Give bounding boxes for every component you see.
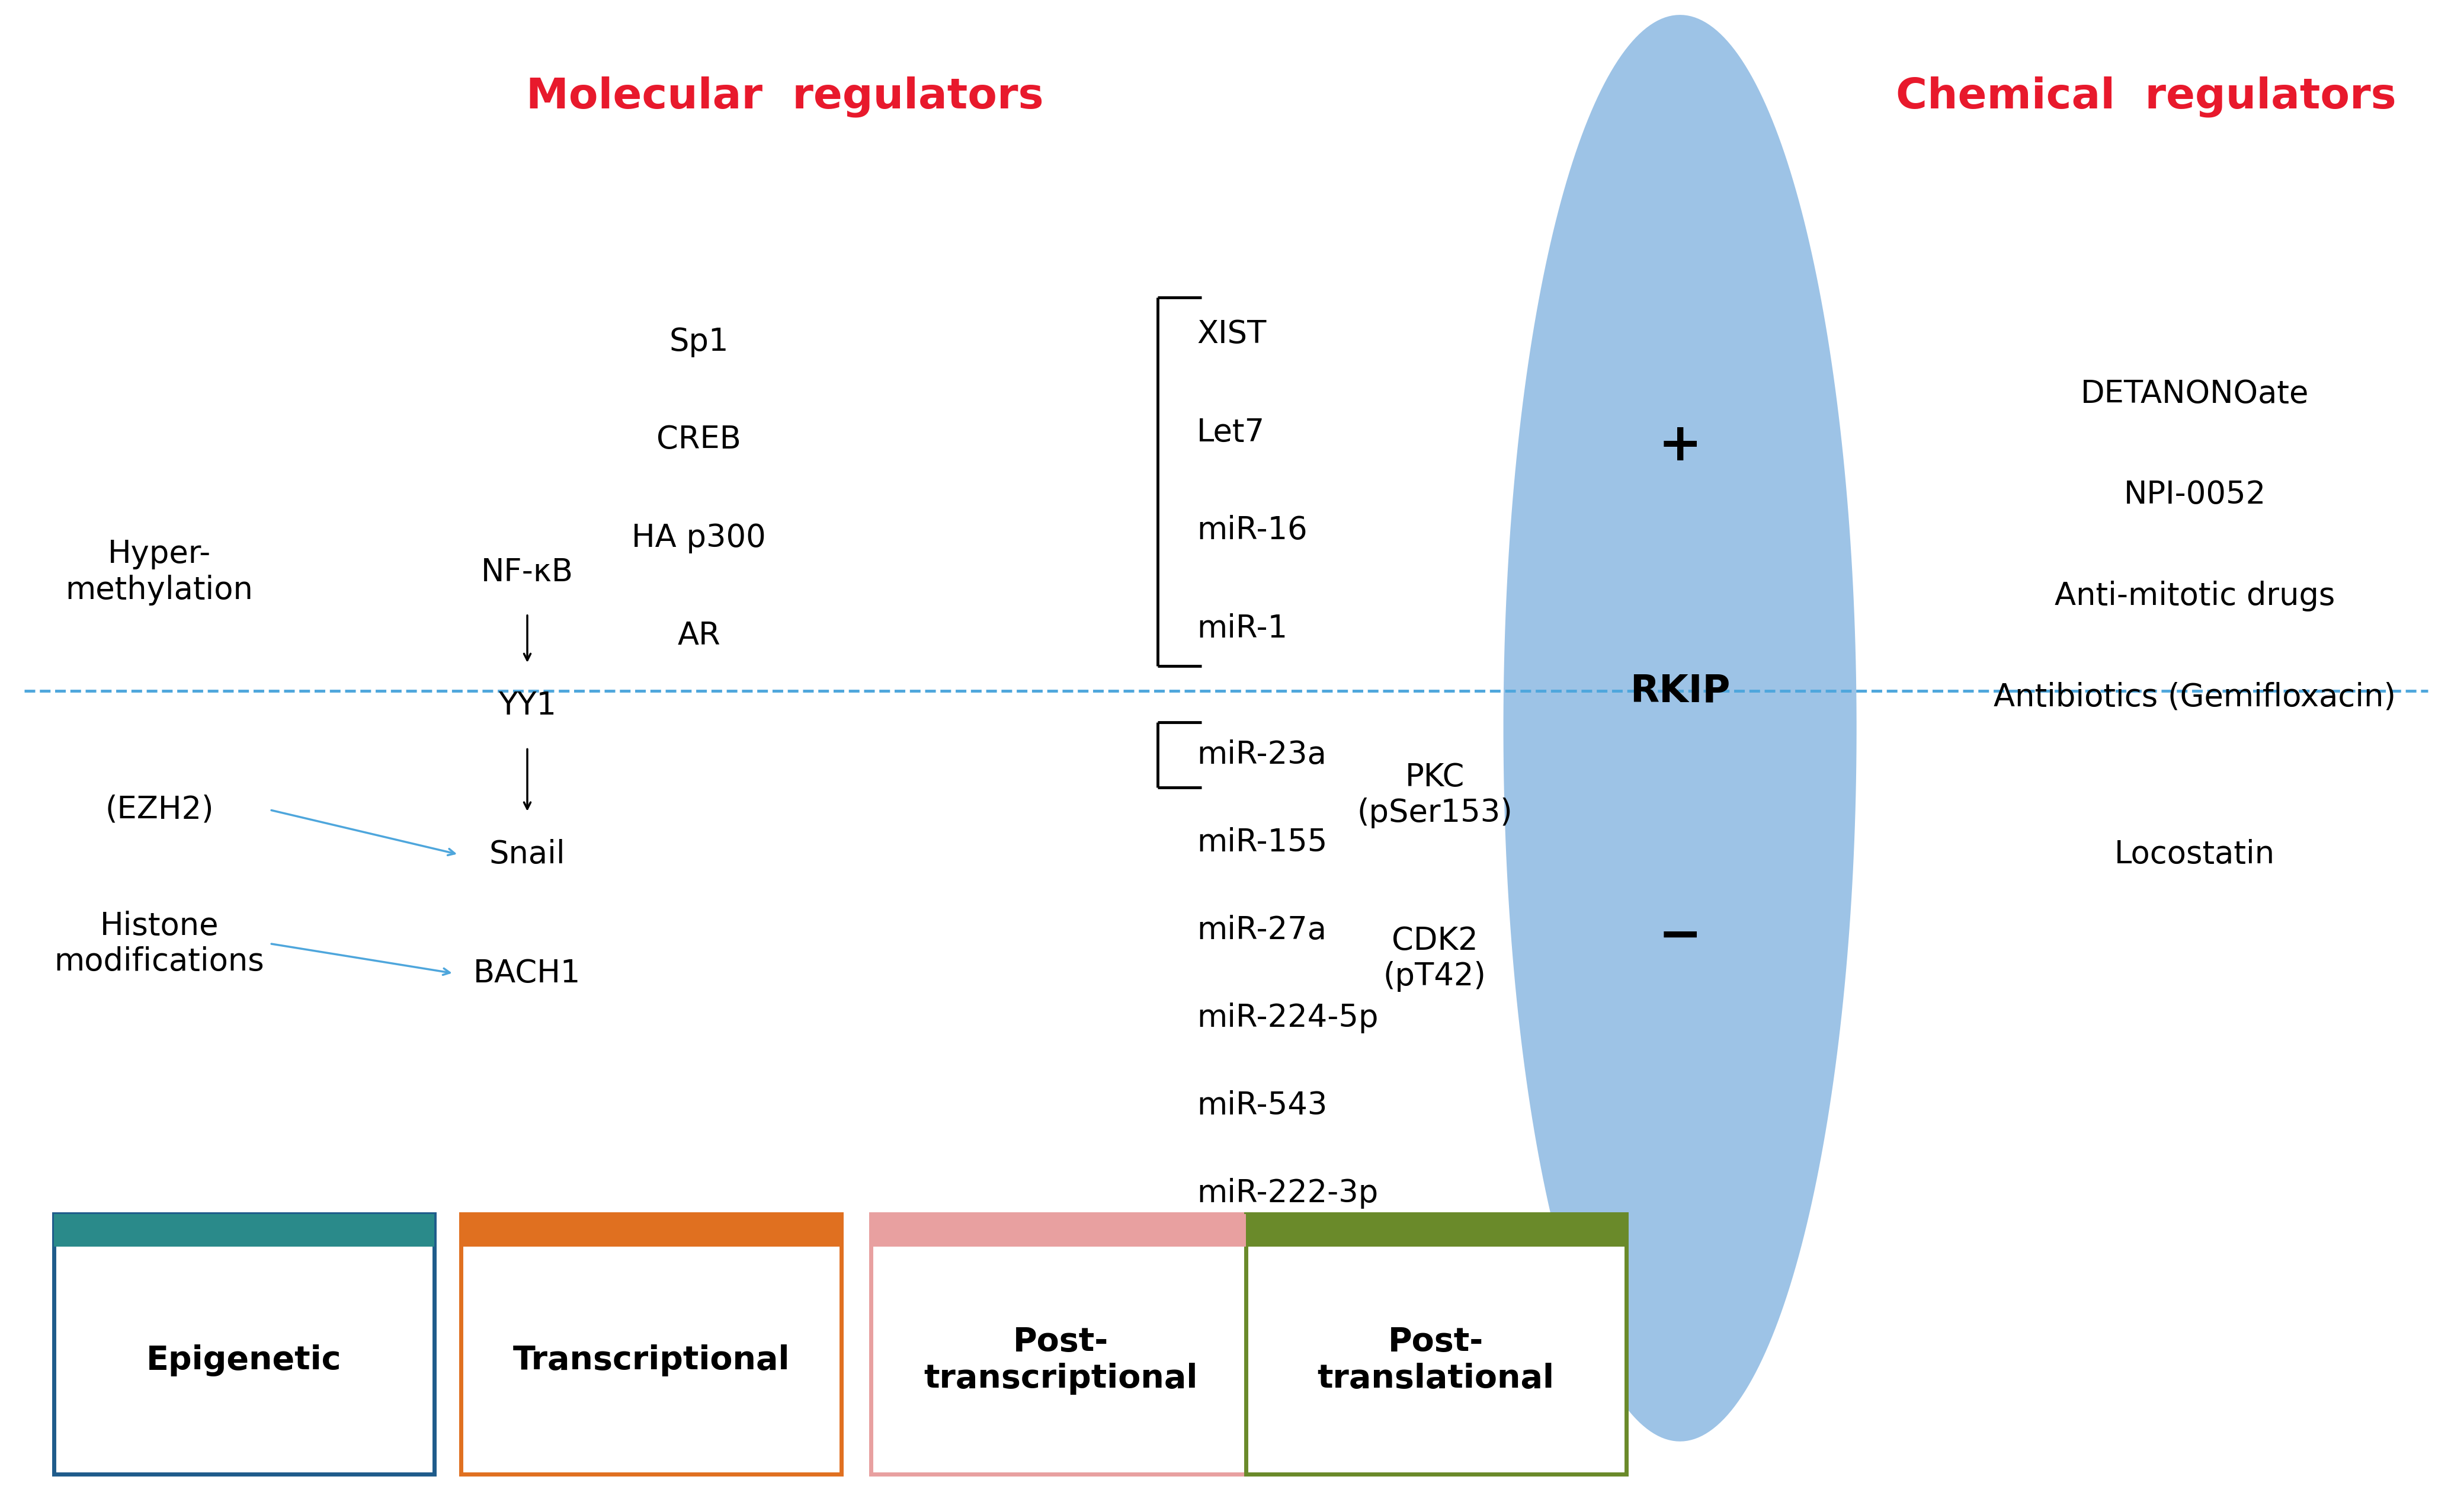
- Text: miR-543: miR-543: [1198, 1091, 1328, 1120]
- FancyBboxPatch shape: [1247, 1214, 1626, 1247]
- Text: Molecular  regulators: Molecular regulators: [525, 76, 1045, 117]
- Text: AR: AR: [678, 621, 719, 651]
- Text: Snail: Snail: [490, 840, 564, 869]
- Text: −: −: [1658, 911, 1703, 961]
- Text: Chemical  regulators: Chemical regulators: [1895, 76, 2395, 117]
- Text: Hyper-
methylation: Hyper- methylation: [67, 539, 254, 605]
- Text: Epigenetic: Epigenetic: [145, 1345, 342, 1376]
- Text: Post-
transcriptional: Post- transcriptional: [924, 1326, 1198, 1395]
- Text: NF-κB: NF-κB: [480, 557, 574, 587]
- Text: RKIP: RKIP: [1629, 673, 1730, 709]
- Text: Anti-mitotic drugs: Anti-mitotic drugs: [2055, 581, 2336, 611]
- Text: XIST: XIST: [1198, 319, 1266, 349]
- Text: Locostatin: Locostatin: [2114, 840, 2274, 869]
- Text: miR-224-5p: miR-224-5p: [1198, 1003, 1377, 1033]
- FancyBboxPatch shape: [1247, 1214, 1626, 1474]
- Text: miR-1: miR-1: [1198, 614, 1289, 643]
- Text: miR-23a: miR-23a: [1198, 740, 1326, 770]
- FancyBboxPatch shape: [54, 1214, 434, 1247]
- Text: Transcriptional: Transcriptional: [513, 1345, 788, 1376]
- Text: YY1: YY1: [498, 691, 557, 721]
- Text: +: +: [1658, 421, 1703, 471]
- FancyBboxPatch shape: [870, 1214, 1252, 1247]
- Text: miR-155: miR-155: [1198, 828, 1328, 857]
- Text: Histone
modifications: Histone modifications: [54, 911, 264, 976]
- Text: Let7: Let7: [1198, 418, 1264, 447]
- Text: Sp1: Sp1: [670, 327, 729, 357]
- Text: CDK2
(pT42): CDK2 (pT42): [1382, 926, 1486, 991]
- Text: miR-27a: miR-27a: [1198, 915, 1326, 945]
- Text: PKC
(pSer153): PKC (pSer153): [1358, 762, 1513, 828]
- Polygon shape: [1503, 15, 1855, 1441]
- FancyBboxPatch shape: [54, 1214, 434, 1474]
- Text: HA p300: HA p300: [631, 523, 766, 553]
- FancyBboxPatch shape: [870, 1214, 1252, 1474]
- Text: NPI-0052: NPI-0052: [2124, 480, 2267, 510]
- Text: CREB: CREB: [655, 425, 742, 455]
- Text: miR125b-5p: miR125b-5p: [1198, 1266, 1387, 1296]
- Text: Post-
translational: Post- translational: [1318, 1326, 1555, 1395]
- FancyBboxPatch shape: [461, 1214, 840, 1247]
- Text: BACH1: BACH1: [473, 958, 582, 988]
- Text: miR-16: miR-16: [1198, 516, 1308, 545]
- Text: (EZH2): (EZH2): [106, 795, 214, 825]
- Text: DETANONOate: DETANONOate: [2080, 379, 2309, 409]
- FancyBboxPatch shape: [461, 1214, 840, 1474]
- Text: miR-222-3p: miR-222-3p: [1198, 1178, 1377, 1208]
- Text: Antibiotics (Gemifloxacin): Antibiotics (Gemifloxacin): [1993, 682, 2395, 712]
